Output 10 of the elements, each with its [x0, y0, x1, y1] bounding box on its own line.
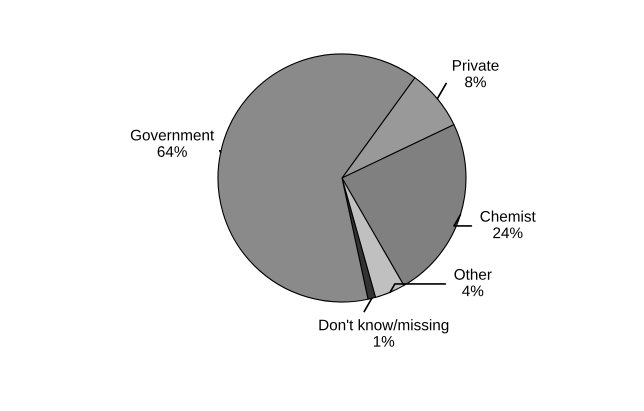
- data-label: 64%: [158, 146, 187, 157]
- slice-label: Government: [130, 130, 214, 141]
- data-label: 1%: [374, 336, 394, 347]
- slice-label: Other: [454, 268, 492, 280]
- slice-label: Chemist: [480, 210, 536, 222]
- data-label: 8%: [465, 76, 486, 88]
- slice-label: Private: [452, 60, 499, 71]
- data-label: 24%: [493, 227, 523, 238]
- slice-label: Don't know/missing: [319, 319, 448, 334]
- data-label: 4%: [462, 286, 484, 296]
